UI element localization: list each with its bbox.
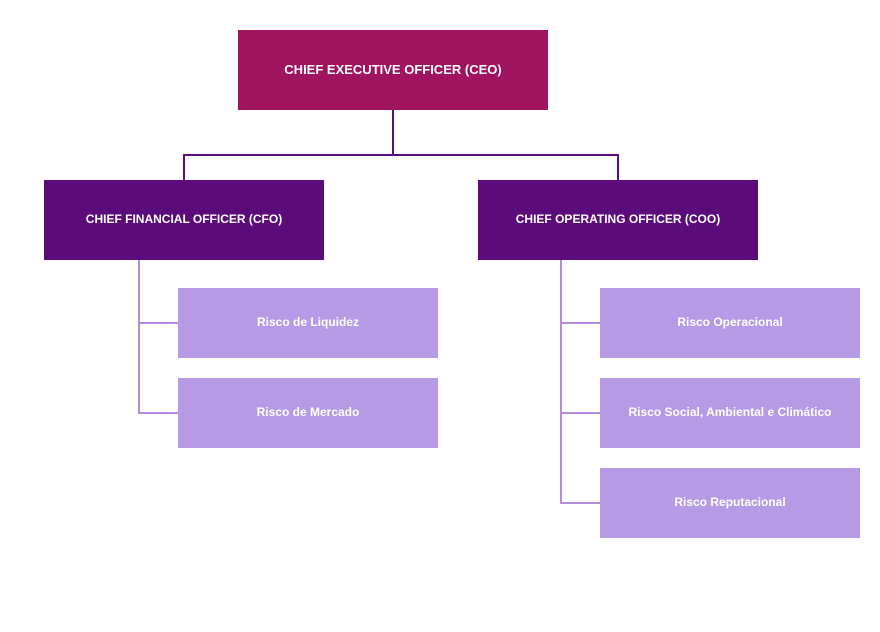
node-label: CHIEF OPERATING OFFICER (COO): [516, 212, 720, 228]
node-label: Risco Reputacional: [674, 495, 785, 511]
node-label: CHIEF FINANCIAL OFFICER (CFO): [86, 212, 282, 228]
connector: [560, 412, 600, 414]
node-label: CHIEF EXECUTIVE OFFICER (CEO): [284, 62, 501, 79]
connector: [138, 260, 140, 413]
connector: [183, 154, 185, 180]
node-label: Risco de Liquidez: [257, 315, 359, 331]
node-cfo-child: Risco de Mercado: [178, 378, 438, 448]
connector: [138, 322, 178, 324]
connector: [560, 260, 562, 503]
node-label: Risco Operacional: [677, 315, 782, 331]
node-coo-child: Risco Reputacional: [600, 468, 860, 538]
connector: [560, 322, 600, 324]
connector: [560, 502, 600, 504]
connector: [183, 154, 619, 156]
node-cfo-child: Risco de Liquidez: [178, 288, 438, 358]
connector: [138, 412, 178, 414]
node-coo-child: Risco Social, Ambiental e Climático: [600, 378, 860, 448]
node-label: Risco Social, Ambiental e Climático: [629, 405, 832, 421]
node-ceo: CHIEF EXECUTIVE OFFICER (CEO): [238, 30, 548, 110]
connector: [392, 110, 394, 154]
node-label: Risco de Mercado: [257, 405, 360, 421]
node-coo: CHIEF OPERATING OFFICER (COO): [478, 180, 758, 260]
connector: [617, 154, 619, 180]
node-coo-child: Risco Operacional: [600, 288, 860, 358]
node-cfo: CHIEF FINANCIAL OFFICER (CFO): [44, 180, 324, 260]
